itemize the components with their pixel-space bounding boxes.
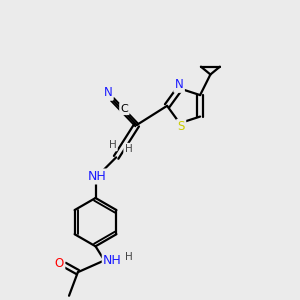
Text: H: H [124, 252, 132, 262]
Text: NH: NH [88, 170, 106, 183]
Text: S: S [178, 120, 185, 133]
Text: NH: NH [103, 254, 122, 267]
Text: H: H [124, 144, 132, 154]
Text: O: O [55, 257, 64, 270]
Text: N: N [103, 86, 112, 99]
Text: C: C [121, 104, 128, 114]
Text: H: H [109, 140, 116, 150]
Text: N: N [175, 78, 184, 92]
